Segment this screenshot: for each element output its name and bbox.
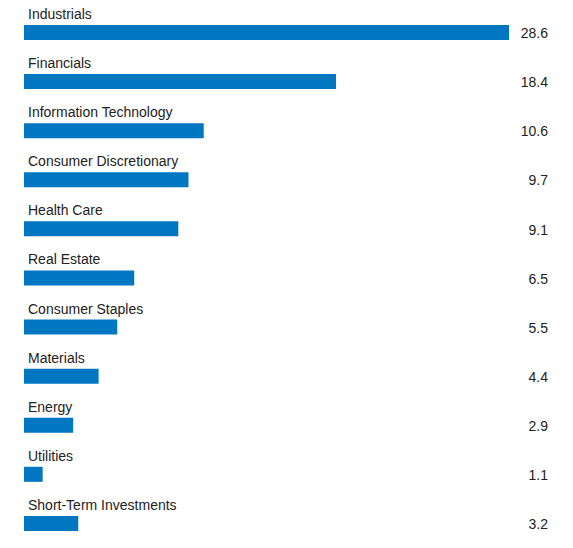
svg-text:4.4: 4.4: [529, 369, 549, 385]
svg-text:Energy: Energy: [28, 399, 72, 415]
svg-text:Utilities: Utilities: [28, 448, 73, 464]
svg-text:Real Estate: Real Estate: [28, 251, 101, 267]
svg-text:1.1: 1.1: [529, 467, 549, 483]
svg-text:28.6: 28.6: [521, 25, 548, 41]
svg-text:Materials: Materials: [28, 350, 85, 366]
svg-text:5.5: 5.5: [529, 320, 549, 336]
svg-text:Consumer Staples: Consumer Staples: [28, 301, 143, 317]
svg-text:2.9: 2.9: [529, 418, 549, 434]
svg-text:Information Technology: Information Technology: [28, 104, 173, 120]
svg-text:6.5: 6.5: [529, 271, 549, 287]
svg-text:9.7: 9.7: [529, 172, 549, 188]
svg-text:Short-Term Investments: Short-Term Investments: [28, 497, 177, 513]
svg-text:3.2: 3.2: [529, 516, 549, 532]
svg-text:10.6: 10.6: [521, 123, 548, 139]
svg-text:Industrials: Industrials: [28, 8, 92, 22]
svg-text:18.4: 18.4: [521, 74, 548, 90]
svg-text:9.1: 9.1: [529, 222, 549, 238]
svg-text:Consumer Discretionary: Consumer Discretionary: [28, 153, 178, 169]
svg-text:Financials: Financials: [28, 55, 91, 71]
svg-text:Health Care: Health Care: [28, 202, 103, 218]
